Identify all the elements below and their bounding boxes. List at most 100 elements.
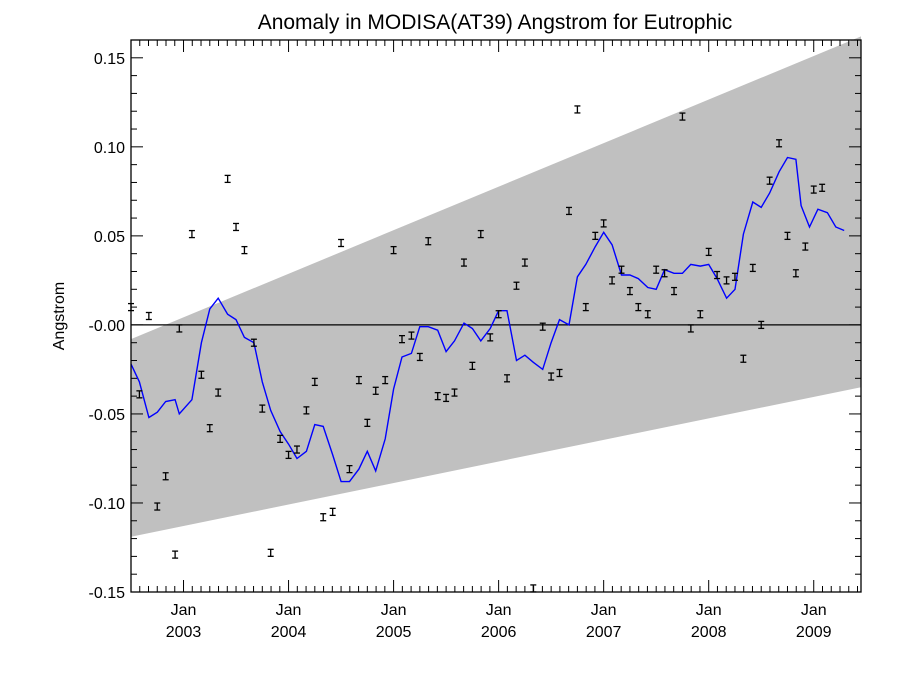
data-point	[250, 338, 257, 347]
y-tick-label: -0.05	[89, 407, 126, 424]
data-point	[582, 302, 589, 312]
data-point	[714, 270, 721, 280]
data-point	[653, 265, 660, 274]
data-point	[206, 424, 213, 433]
data-point	[723, 276, 730, 285]
data-point	[697, 310, 704, 319]
x-tick-month-label: Jan	[591, 602, 617, 619]
data-point	[329, 507, 336, 517]
data-point	[792, 269, 799, 278]
x-tick-month-label: Jan	[171, 602, 197, 619]
y-tick-label: -0.10	[89, 496, 126, 513]
data-point	[233, 222, 240, 232]
data-point	[749, 263, 756, 273]
data-point	[513, 281, 520, 290]
x-tick-year-label: 2005	[376, 624, 412, 641]
data-point	[504, 374, 511, 383]
data-point	[451, 388, 458, 397]
x-axis: Jan 2003 Jan 2004 Jan 2005 Jan 2006 Jan 2007 Jan 20…	[130, 40, 858, 641]
data-point	[766, 176, 773, 185]
data-point	[408, 331, 415, 340]
data-point	[776, 139, 783, 148]
data-point	[626, 286, 633, 296]
data-point	[819, 183, 826, 192]
x-tick-month-label: Jan	[381, 602, 407, 619]
data-point	[539, 322, 546, 331]
y-axis-label: Angstrom	[51, 282, 68, 350]
y-axis: 0.15 0.10 0.05 -0.00 -0.05 -0.10 -0.15	[89, 39, 861, 602]
data-point	[215, 388, 222, 397]
data-point	[548, 372, 555, 381]
data-point	[687, 324, 694, 333]
chart-title: Anomaly in MODISA(AT39) Angstrom for Eut…	[258, 11, 733, 34]
data-point	[241, 245, 248, 255]
data-point	[609, 276, 616, 285]
x-tick-year-label: 2007	[586, 624, 622, 641]
data-point	[136, 390, 143, 399]
data-point	[635, 302, 642, 312]
data-point	[477, 229, 484, 239]
data-point	[679, 112, 686, 121]
data-point	[810, 185, 817, 194]
x-tick-year-label: 2004	[271, 624, 307, 641]
data-point	[311, 377, 318, 387]
data-point	[259, 404, 266, 413]
data-point	[425, 237, 432, 246]
x-tick-year-label: 2006	[481, 624, 517, 641]
data-point	[224, 174, 231, 184]
data-point	[784, 231, 791, 241]
plot-frame	[130, 39, 862, 593]
y-tick-label: 0.05	[94, 229, 125, 246]
x-tick-year-label: 2008	[691, 624, 727, 641]
data-point	[198, 370, 205, 379]
data-point	[740, 354, 747, 363]
data-point	[574, 105, 581, 114]
data-point	[469, 361, 476, 371]
data-point	[162, 472, 169, 481]
data-point	[154, 502, 161, 511]
data-point	[443, 393, 450, 403]
data-point	[566, 206, 572, 216]
x-tick-month-label: Jan	[276, 602, 302, 619]
data-point	[188, 229, 195, 239]
x-tick-year-label: 2009	[796, 624, 832, 641]
data-point	[303, 406, 310, 415]
data-point	[364, 418, 371, 427]
data-point	[372, 386, 379, 395]
data-point	[661, 269, 668, 278]
data-point	[172, 550, 179, 559]
x-tick-month-label: Jan	[696, 602, 722, 619]
y-tick-label: -0.00	[89, 318, 126, 335]
data-point	[600, 219, 607, 228]
y-tick-label: -0.15	[89, 585, 126, 602]
data-point	[176, 324, 183, 333]
data-point	[346, 464, 353, 474]
y-tick-label: 0.15	[94, 51, 125, 68]
data-point	[705, 247, 712, 257]
confidence-band	[131, 36, 861, 537]
data-point	[671, 286, 678, 296]
data-point	[355, 375, 362, 385]
data-point	[267, 548, 274, 557]
x-tick-year-label: 2003	[166, 624, 202, 641]
data-point	[277, 434, 284, 444]
data-point	[802, 242, 809, 251]
data-point	[434, 391, 441, 401]
data-point	[758, 320, 765, 330]
anomaly-markers	[128, 105, 826, 593]
data-point	[320, 513, 327, 522]
data-point	[293, 445, 300, 454]
data-point	[644, 310, 651, 319]
data-point	[521, 258, 528, 267]
data-point	[285, 450, 292, 460]
data-point	[487, 333, 494, 342]
data-point	[460, 258, 467, 267]
anomaly-series-line	[130, 156, 845, 483]
x-tick-month-label: Jan	[801, 602, 827, 619]
data-point	[495, 310, 502, 319]
plot-area: 0.15 0.10 0.05 -0.00 -0.05 -0.10 -0.15 Jan 2003…	[89, 36, 862, 641]
data-point	[338, 238, 345, 248]
data-point	[731, 272, 738, 281]
data-point	[398, 334, 405, 344]
